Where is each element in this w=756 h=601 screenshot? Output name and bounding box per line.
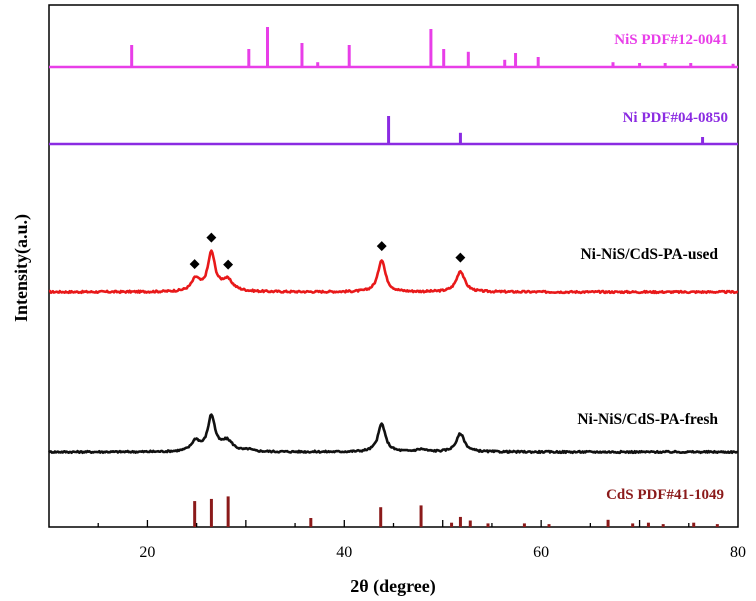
x-axis-title: 2θ (degree) [350,576,436,597]
peak-marker-1: ◆ [206,230,216,245]
peak-marker-4: ◆ [455,250,465,265]
y-axis-title: Intensity(a.u.) [11,214,32,322]
peak-marker-3: ◆ [377,239,387,254]
x-tick-label-3: 80 [730,544,746,561]
x-tick-label-0: 20 [139,544,155,561]
peak-marker-0: ◆ [190,256,200,271]
x-tick-label-2: 60 [533,544,549,561]
ref-label-cds: CdS PDF#41-1049 [606,487,724,503]
ref-label-nis: NiS PDF#12-0041 [614,32,728,48]
trace-1 [48,413,739,455]
peak-marker-2: ◆ [223,257,233,272]
ref-label-ni: Ni PDF#04-0850 [623,110,728,126]
reference-sticks [49,27,738,527]
trace-0 [48,249,739,295]
x-axis-ticks: 20 40 60 80 [97,520,746,561]
trace-label-used: Ni-NiS/CdS-PA-used [580,246,718,263]
x-tick-label-1: 40 [336,544,352,561]
xrd-traces [48,249,739,455]
peak-markers: ◆ ◆ ◆ ◆ ◆ [190,230,466,272]
trace-label-fresh: Ni-NiS/CdS-PA-fresh [577,411,718,428]
